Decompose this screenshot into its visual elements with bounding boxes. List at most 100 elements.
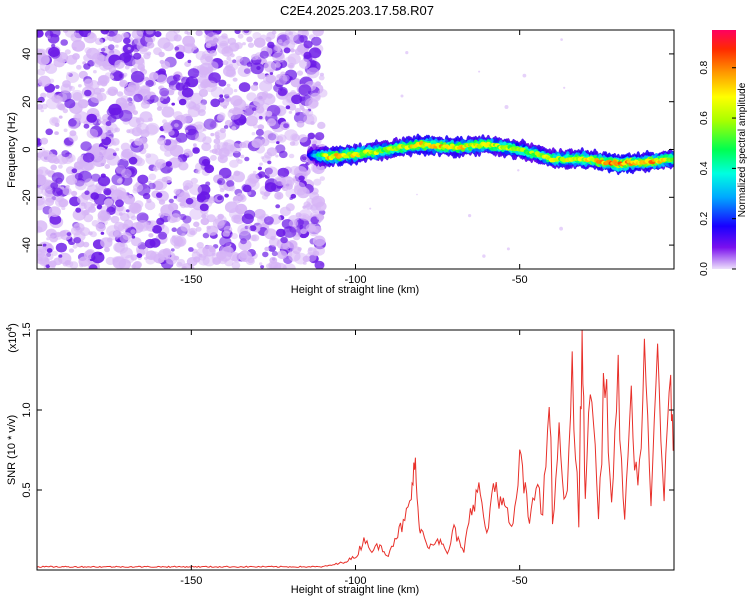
speckle-blob (118, 109, 133, 122)
speckle-blob (50, 164, 57, 171)
speckle-blob (136, 212, 149, 223)
speckle-blob (237, 33, 244, 39)
speckle-blob (276, 140, 280, 145)
speckle-blob (93, 193, 107, 206)
speckle-blob (118, 212, 123, 216)
speckle-blob (88, 231, 93, 236)
speckle-blob (234, 30, 241, 35)
speckle-blob (319, 176, 325, 182)
speckle-blob (71, 190, 78, 197)
speckle-blob (69, 261, 79, 269)
speckle-blob (249, 225, 257, 232)
speckle-blob (274, 191, 284, 200)
speckle-blob (146, 51, 152, 56)
speckle-blob (61, 150, 70, 158)
speckle-blob (108, 66, 117, 73)
speckle-blob (237, 65, 252, 77)
speckle-blob (37, 178, 50, 190)
spectrogram-x-axis-label: Height of straight line (km) (291, 284, 419, 296)
speckle-blob (95, 113, 100, 117)
speckle-blob (281, 176, 295, 188)
speckle-blob (296, 120, 305, 128)
speckle-blob (45, 128, 53, 136)
speckle-blob (400, 94, 404, 98)
speckle-blob (201, 142, 212, 152)
speckle-blob (233, 98, 247, 111)
speckle-blob (315, 95, 320, 100)
speckle-blob (38, 75, 51, 87)
speckle-blob (312, 235, 326, 247)
speckle-blob (210, 98, 221, 108)
speckle-blob (75, 180, 87, 191)
speckle-blob (60, 83, 72, 94)
speckle-blob (128, 156, 138, 165)
speckle-blob (173, 111, 183, 120)
speckle-blob (159, 95, 171, 105)
speckle-blob (156, 74, 168, 84)
speckle-blob (288, 153, 295, 159)
speckle-blob (62, 187, 72, 196)
speckle-blob (154, 178, 168, 191)
speckle-blob (137, 123, 142, 128)
speckle-blob (311, 36, 322, 46)
speckle-blob (266, 31, 276, 40)
speckle-blob (47, 154, 58, 164)
speckle-blob (209, 246, 216, 253)
speckle-blob (173, 140, 178, 144)
speckle-blob (84, 190, 90, 195)
speckle-blob (279, 150, 288, 159)
speckle-blob (182, 215, 192, 224)
spectrogram-y-axis-label: Frequency (Hz) (6, 112, 18, 188)
speckle-blob (139, 111, 153, 123)
speckle-blob (145, 153, 152, 159)
speckle-blob (268, 244, 276, 252)
speckle-blob (187, 106, 201, 118)
speckle-blob (216, 114, 225, 122)
speckle-blob (83, 213, 94, 223)
speckle-blob (232, 59, 237, 64)
speckle-blob (255, 106, 265, 114)
speckle-blob (91, 220, 100, 227)
speckle-blob (52, 187, 63, 197)
speckle-blob (285, 105, 291, 110)
speckle-blob (184, 30, 189, 35)
speckle-blob (203, 118, 217, 130)
speckle-blob (187, 59, 192, 64)
speckle-blob (82, 152, 95, 163)
speckle-blob (205, 55, 213, 63)
speckle-blob (238, 250, 252, 262)
speckle-blob (203, 80, 218, 93)
speckle-blob (160, 61, 171, 69)
speckle-blob (113, 242, 125, 253)
speckle-blob (290, 78, 302, 88)
speckle-blob (73, 222, 85, 233)
speckle-blob (223, 141, 229, 146)
speckle-blob (282, 226, 297, 238)
speckle-blob (302, 108, 310, 116)
speckle-blob (64, 260, 71, 266)
speckle-blob (288, 250, 301, 262)
speckle-blob (83, 63, 91, 70)
speckle-blob (65, 175, 78, 185)
speckle-blob (160, 204, 174, 217)
speckle-blob (184, 129, 189, 133)
speckle-blob (231, 126, 237, 131)
speckle-blob (106, 153, 120, 166)
speckle-blob (181, 263, 194, 269)
speckle-blob (279, 206, 291, 217)
speckle-blob (228, 63, 234, 68)
speckle-blob (271, 250, 278, 257)
speckle-blob (141, 100, 148, 105)
spectrogram-y-ticks: -40 -20 0 20 40 (21, 48, 674, 253)
speckle-blob (283, 123, 289, 129)
speckle-blob (313, 178, 322, 186)
speckle-blob (37, 226, 43, 234)
speckle-blob (113, 204, 127, 216)
speckle-blob (94, 146, 107, 157)
speckle-blob (251, 234, 260, 242)
speckle-blob (298, 175, 305, 181)
speckle-blob (40, 109, 44, 113)
speckle-blob (154, 30, 162, 38)
colorbar-ticks: 0.0 0.2 0.4 0.6 0.8 (699, 60, 736, 276)
